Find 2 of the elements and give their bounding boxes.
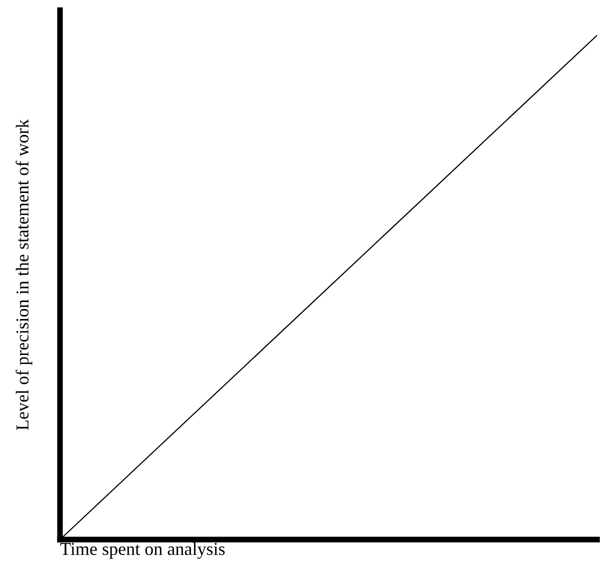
y-axis-title: Level of precision in the statement of work (16, 119, 32, 430)
x-axis-title: Time spent on analysis (60, 542, 225, 559)
